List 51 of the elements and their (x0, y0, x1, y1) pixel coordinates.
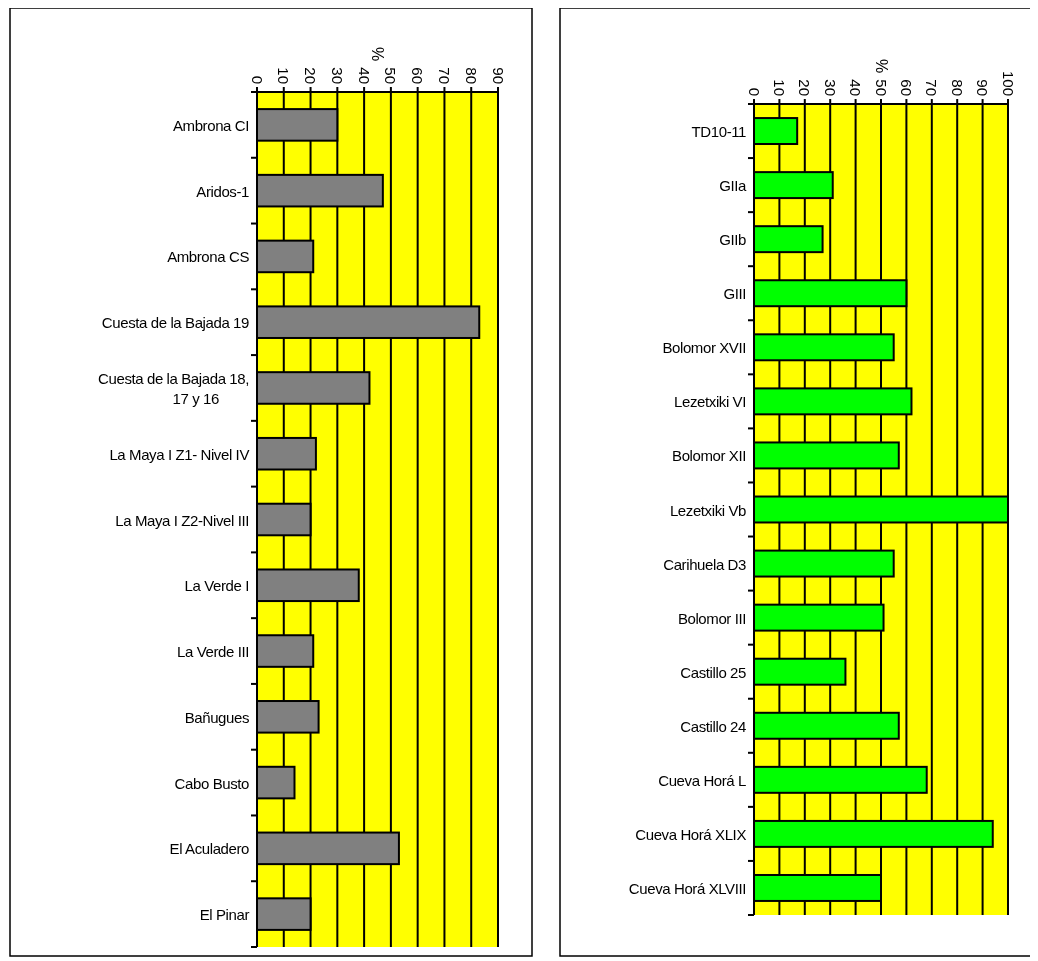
x2-axis-title: % (369, 46, 386, 62)
y-tick-label: Carihuela D3 (663, 555, 747, 573)
y-tick-label: Cabo Busto (174, 774, 250, 792)
x2-tick-label: 0 (248, 75, 266, 84)
y-tick-label: Lezetxiki Vb (669, 501, 747, 518)
x2-tick-label: 80 (462, 67, 480, 84)
x2-axis-title: % (872, 58, 890, 74)
y-tick-label: La Verde III (177, 642, 249, 660)
y-tick-label: Aridos-1 (196, 182, 250, 200)
x2-tick-label: 100 (999, 70, 1017, 96)
x2-tick-label: 20 (302, 67, 320, 84)
y-tick-label: Cueva Horá XLIX (635, 825, 747, 843)
y-tick-label: GIIb (719, 230, 747, 248)
y-tick-label: Bolomor XII (672, 446, 746, 464)
x2-tick-label: 20 (796, 79, 814, 96)
y-tick-label: Castillo 25 (680, 663, 747, 681)
y-tick-label: Cuesta de la Bajada 18, 17 y 16 (98, 369, 249, 407)
y-tick-label: Bolomor III (677, 609, 746, 627)
x2-tick-label: 30 (328, 67, 346, 84)
x2-tick-label: 90 (974, 79, 992, 96)
x2-tick-label: 50 (872, 79, 890, 96)
x2-tick-label: 10 (275, 67, 293, 84)
x2-tick-label: 70 (435, 67, 453, 84)
y-tick-label: GIIa (719, 176, 748, 194)
y-tick-label: Castillo 24 (680, 717, 747, 735)
y-tick-label: Cueva Horá L (658, 771, 747, 789)
y-tick-label: El Aculadero (169, 839, 250, 857)
y-tick-label: Bañugues (184, 708, 249, 726)
x2-tick-label: 60 (409, 67, 427, 84)
x2-tick-label: 40 (355, 67, 373, 84)
y-tick-label: La Verde I (184, 576, 249, 594)
y-tick-label: Ambrona CI (172, 116, 249, 134)
x2-tick-label: 60 (897, 79, 915, 96)
x2-tick-label: 80 (948, 79, 966, 96)
x2-tick-label: 30 (821, 79, 839, 96)
y-tick-label: La Maya I Z1- Nivel IV (109, 445, 250, 463)
y-tick-label: El Pinar (199, 905, 250, 923)
y-tick-label: La Maya I Z2-Nivel III (115, 511, 249, 528)
y-tick-label: Lezetxiki VI (674, 392, 746, 410)
y-tick-label: Cuesta de la Bajada 19 (101, 313, 250, 331)
x2-tick-label: 10 (770, 79, 788, 96)
x2-tick-label: 50 (382, 67, 400, 84)
x2-tick-label: 90 (489, 67, 507, 84)
y-tick-label: Ambrona CS (167, 247, 250, 265)
y-tick-label: TD10-11 (691, 122, 747, 140)
x2-tick-label: 40 (847, 79, 865, 96)
y-tick-label: Bolomor XVII (662, 338, 746, 356)
y-tick-label: Cueva Horá XLVIII (628, 879, 746, 897)
x2-tick-label: 0 (745, 87, 763, 96)
x2-tick-label: 70 (923, 79, 941, 96)
y-tick-label: GIII (723, 284, 746, 302)
